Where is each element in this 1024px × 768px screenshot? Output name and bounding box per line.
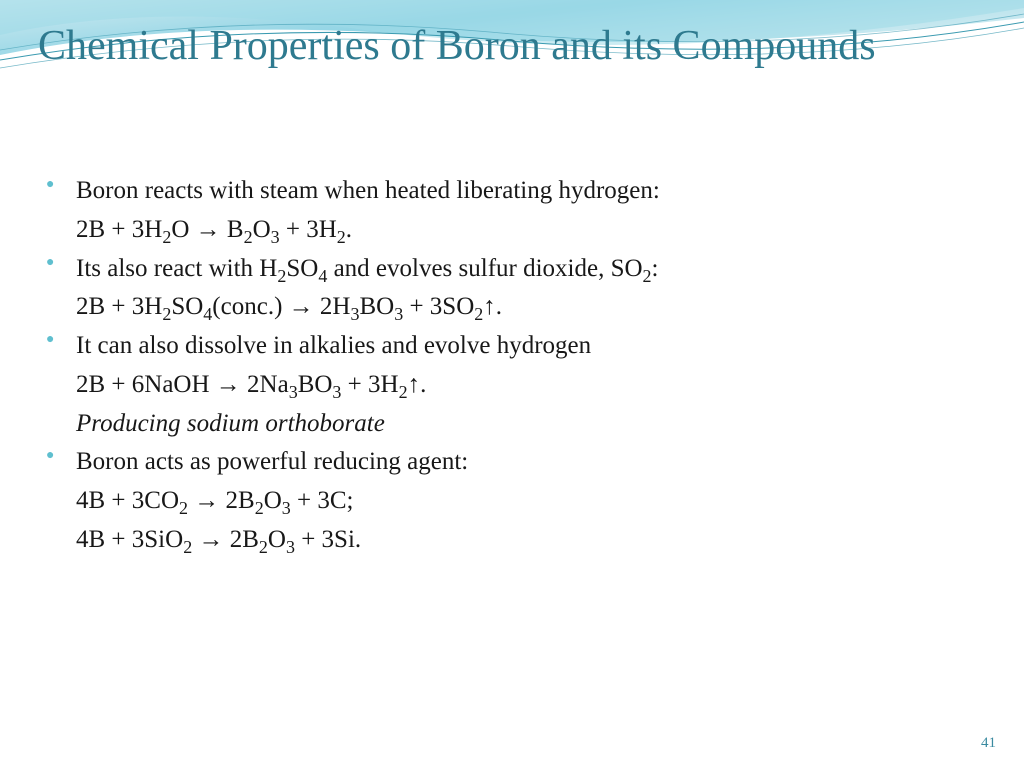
slide-title: Chemical Properties of Boron and its Com… [38,22,986,70]
bullet-lead: Boron acts as powerful reducing agent: [38,443,986,482]
bullet-sub: 4B + 3SiO2 → 2B2O3 + 3Si. [38,521,986,560]
bullet-sub: 2B + 3H2O → B2O3 + 3H2. [38,211,986,250]
page-number: 41 [981,735,996,752]
bullet-sub: 2B + 6NaOH → 2Na3BO3 + 3H2↑. [38,366,986,405]
slide-body: Boron reacts with steam when heated libe… [38,172,986,560]
bullet-sub: 4B + 3CO2 → 2B2O3 + 3C; [38,482,986,521]
bullet-sub: Producing sodium orthoborate [38,405,986,444]
bullet-lead: Boron reacts with steam when heated libe… [38,172,986,211]
bullet-sub: 2B + 3H2SO4(conc.) → 2H3BO3 + 3SO2↑. [38,288,986,327]
bullet-lead: It can also dissolve in alkalies and evo… [38,327,986,366]
bullet-lead: Its also react with H2SO4 and evolves su… [38,250,986,289]
